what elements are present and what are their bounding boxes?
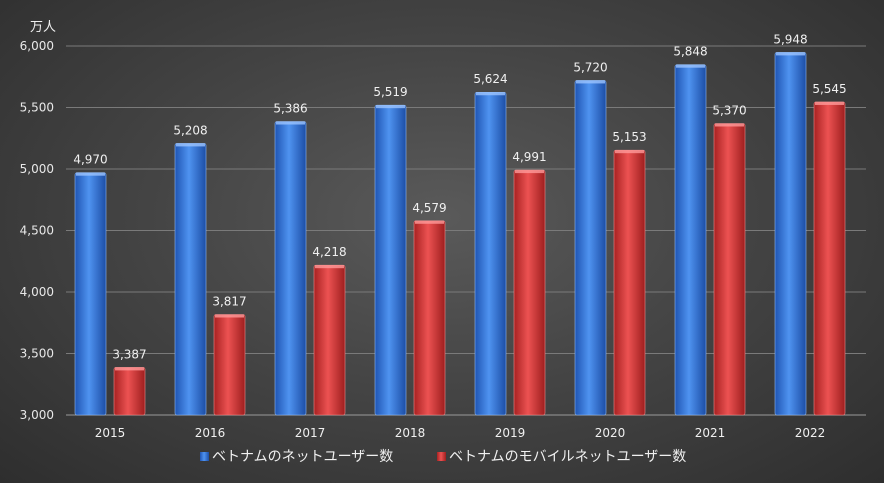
bar-mobile-users-2022 xyxy=(813,101,846,416)
y-tick-label: 6,000 xyxy=(20,39,54,53)
data-label: 5,720 xyxy=(573,60,607,74)
x-tick-label: 2015 xyxy=(95,426,126,440)
bar-highlight xyxy=(576,80,605,84)
y-tick-label: 3,500 xyxy=(20,347,54,361)
bar-highlight xyxy=(415,220,444,224)
bar-highlight xyxy=(215,314,244,318)
bar-net-users-2016 xyxy=(174,143,207,416)
axes: 3,000 3,500 4,000 4,500 5,000 5,500 6,000 2015 2… xyxy=(20,39,866,440)
y-tick-label: 5,500 xyxy=(20,101,54,115)
bar-highlight xyxy=(276,121,305,125)
legend: ベトナムのネットユーザー数 ベトナムのモバイルネットユーザー数 xyxy=(200,449,686,465)
y-tick-label: 4,000 xyxy=(20,285,54,299)
bar-mobile-users-2019 xyxy=(513,169,546,416)
x-tick-label: 2016 xyxy=(195,426,226,440)
legend-swatch-net-users xyxy=(200,452,209,461)
bar-highlight xyxy=(615,150,644,154)
x-tick-label: 2017 xyxy=(295,426,326,440)
bar-highlight xyxy=(376,105,405,109)
data-label: 5,208 xyxy=(173,123,207,137)
bar-mobile-users-2020 xyxy=(613,149,646,416)
data-label: 5,848 xyxy=(673,45,707,59)
bar-highlight xyxy=(676,64,705,68)
bar-highlight xyxy=(815,101,844,105)
data-label: 4,991 xyxy=(512,150,546,164)
bar-highlight xyxy=(776,52,805,56)
bar-net-users-2021 xyxy=(674,64,707,416)
data-label: 4,970 xyxy=(73,153,107,167)
data-label: 4,579 xyxy=(412,201,446,215)
data-label: 3,387 xyxy=(112,347,146,361)
data-label: 5,386 xyxy=(273,102,307,116)
x-tick-label: 2018 xyxy=(395,426,426,440)
bar-mobile-users-2015 xyxy=(113,367,146,416)
bars xyxy=(74,52,846,416)
bar-highlight xyxy=(176,143,205,147)
bar-net-users-2015 xyxy=(74,172,107,416)
x-tick-label: 2021 xyxy=(695,426,726,440)
y-tick-label: 3,000 xyxy=(20,408,54,422)
bar-highlight xyxy=(315,265,344,269)
bar-mobile-users-2017 xyxy=(313,264,346,416)
bar-highlight xyxy=(515,170,544,174)
data-label: 3,817 xyxy=(212,295,246,309)
legend-label-net-users: ベトナムのネットユーザー数 xyxy=(212,449,393,465)
data-label: 5,545 xyxy=(812,82,846,96)
bar-highlight xyxy=(476,92,505,96)
data-labels: 4,970 3,387 5,208 3,817 5,386 4,218 5,519 4,579… xyxy=(73,32,846,361)
bar-net-users-2018 xyxy=(374,104,407,416)
bar-net-users-2022 xyxy=(774,52,807,416)
bar-net-users-2020 xyxy=(574,80,607,416)
data-label: 5,624 xyxy=(473,72,507,86)
x-tick-label: 2020 xyxy=(595,426,626,440)
y-tick-label: 4,500 xyxy=(20,224,54,238)
x-tick-label: 2022 xyxy=(795,426,826,440)
y-tick-label: 5,000 xyxy=(20,162,54,176)
bar-highlight xyxy=(715,123,744,127)
bar-mobile-users-2016 xyxy=(213,314,246,416)
x-tick-label: 2019 xyxy=(495,426,526,440)
data-label: 5,370 xyxy=(712,103,746,117)
bar-highlight xyxy=(76,172,105,176)
bar-highlight xyxy=(115,367,144,371)
bar-net-users-2019 xyxy=(474,91,507,416)
legend-label-mobile-users: ベトナムのモバイルネットユーザー数 xyxy=(449,449,686,465)
bar-mobile-users-2018 xyxy=(413,220,446,416)
bar-net-users-2017 xyxy=(274,121,307,416)
bar-mobile-users-2021 xyxy=(713,123,746,416)
data-label: 5,948 xyxy=(773,32,807,46)
legend-swatch-mobile-users xyxy=(437,452,446,461)
data-label: 5,519 xyxy=(373,85,407,99)
data-label: 4,218 xyxy=(312,245,346,259)
data-label: 5,153 xyxy=(612,130,646,144)
unit-label: 万人 xyxy=(30,20,56,35)
